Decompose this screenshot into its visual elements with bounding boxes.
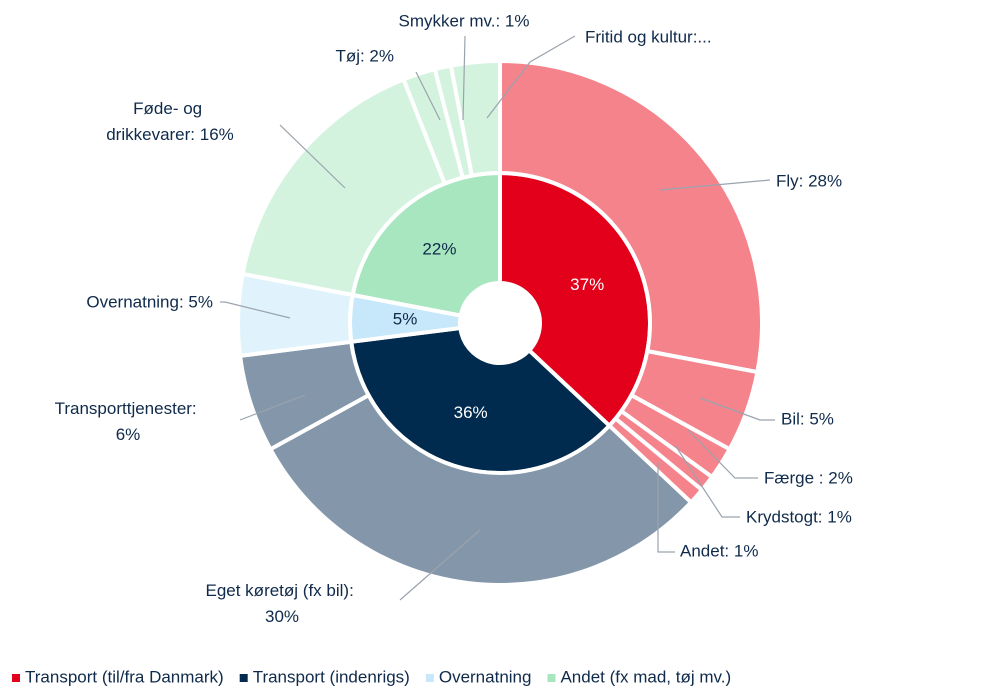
- leader-line: [279, 124, 346, 189]
- slice-label: Fly: 28%: [776, 171, 842, 190]
- leader-line: [687, 429, 758, 479]
- slice-label: Eget køretøj (fx bil): 30%: [205, 581, 358, 626]
- legend-label: Transport (indenrigs): [253, 667, 410, 686]
- slice-label: 5%: [393, 310, 418, 329]
- slice-label: Fritid og kultur:...: [585, 27, 712, 46]
- leader-line: [674, 444, 740, 518]
- slice-label: 22%: [422, 239, 456, 258]
- leader-line: [415, 71, 441, 121]
- legend-swatch: [425, 674, 434, 682]
- leader-line: [399, 529, 481, 601]
- legend-swatch: [239, 674, 248, 682]
- label-line: 30%: [265, 607, 299, 626]
- label-line: Transporttjenester:: [55, 399, 202, 418]
- label-line: drikkevarer: 16%: [106, 125, 234, 144]
- label-line: 6%: [116, 425, 141, 444]
- legend-label: Transport (til/fra Danmark): [25, 667, 224, 686]
- slice-label: 37%: [570, 275, 604, 294]
- slice-label: Færge : 2%: [764, 468, 853, 487]
- ring-slice: [498, 58, 764, 375]
- slice-label: Bil: 5%: [781, 409, 834, 428]
- slice-label: Føde- og drikkevarer: 16%: [106, 99, 234, 144]
- ring-slice: [267, 392, 694, 587]
- slice-label: 36%: [454, 403, 488, 422]
- slice-label: Krydstogt: 1%: [746, 507, 852, 526]
- leader-line: [657, 462, 675, 553]
- legend-label: Andet (fx mad, tøj mv.): [560, 667, 731, 686]
- slice-label: Tøj: 2%: [335, 46, 394, 65]
- leader-line: [486, 35, 576, 119]
- legend-label: Overnatning: [439, 667, 532, 686]
- slice-label: Overnatning: 5%: [86, 292, 213, 311]
- leader-line: [659, 179, 771, 191]
- label-line: Eget køretøj (fx bil):: [205, 581, 358, 600]
- leader-line: [220, 301, 291, 319]
- slice-label: Transporttjenester: 6%: [55, 399, 202, 444]
- legend-swatch: [12, 674, 20, 682]
- slice-label: Smykker mv.: 1%: [399, 11, 530, 30]
- leader-line: [239, 394, 306, 421]
- legend-swatch: [547, 674, 556, 682]
- label-line: Føde- og: [133, 99, 207, 118]
- leader-line: [462, 35, 466, 121]
- slice-label: Andet: 1%: [680, 541, 758, 560]
- leader-line: [699, 397, 775, 421]
